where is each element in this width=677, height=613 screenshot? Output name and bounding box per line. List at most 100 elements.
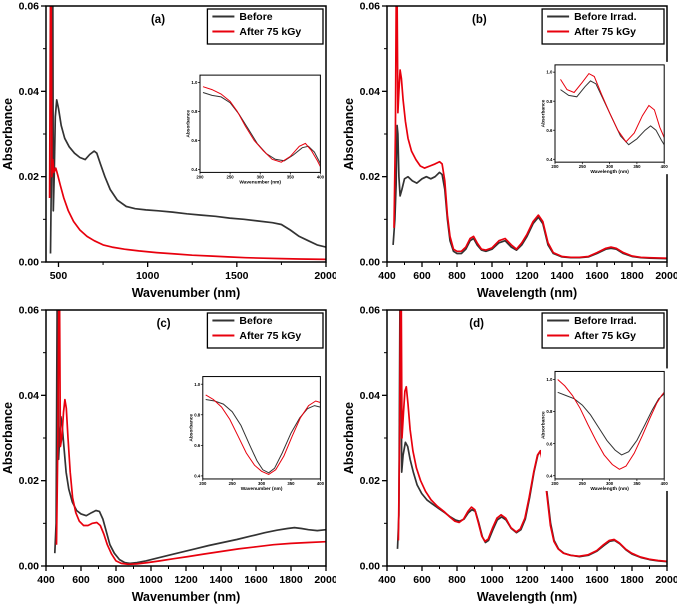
x-tick-label: 1200 [515,574,539,586]
y-tick-label: 0.06 [19,1,40,13]
inset-series-before-irrad [557,391,665,456]
legend-box [206,8,324,45]
legend-label-after-75-kgy: After 75 kGy [574,26,636,38]
y-tick-label: 0.00 [19,257,40,269]
y-tick-label: 0.02 [19,475,40,487]
x-tick-label: 1200 [174,574,198,586]
series-line-after-75-kgy [393,6,667,260]
inset-x-tick-label: 250 [227,174,235,179]
inset-x-tick-label: 300 [258,481,266,486]
inset-y-tick-label: 0.4 [546,157,553,162]
x-tick-label: 600 [72,574,90,586]
inset-y-tick-label: 0.6 [546,441,553,446]
series-line-after-75-kgy [48,6,326,261]
inset-a: 200 250 300 350 400 0.4 0.6 0.8 1.0 Wavenumber (n… [186,72,325,185]
x-tick-label: 2000 [655,270,677,282]
inset-y-axis-label: Absorbance [188,414,194,442]
legend: Before After 75 kGy [206,8,324,45]
inset-y-tick-label: 0.6 [191,138,198,143]
inset-x-tick-label: 350 [287,481,295,486]
inset-series-after-75-kgy [205,394,321,475]
inset-d: 200 250 300 350 400 0.4 0.6 0.8 1.0 Wavelength (n… [541,368,669,492]
inset-y-axis-label: Absorbance [541,99,547,127]
inset-x-tick-label: 250 [229,481,237,486]
inset-x-tick-label: 400 [661,164,669,169]
inset-series-after-75-kgy [202,86,321,167]
inset-y-tick-label: 1.0 [191,80,198,85]
x-tick-label: 1000 [136,270,160,282]
legend-label-before: Before [239,315,272,327]
inset-x-tick-label: 350 [633,481,641,486]
y-tick-label: 0.04 [360,86,381,98]
chart-d: 400 600 800 1000 1200 1400 1600 1800 2000 0.00 0.0… [342,305,677,605]
legend-label-before-irrad: Before Irrad. [574,11,637,23]
legend-label-after-75-kgy: After 75 kGy [239,26,301,38]
y-tick-label: 0.00 [360,561,381,573]
inset-y-tick-label: 1.0 [546,70,553,75]
legend-label-after-75-kgy: After 75 kGy [239,330,301,342]
x-axis-label: Wavelength (nm) [477,286,577,300]
series-line-after-75-kgy [55,310,326,566]
chart-c: 400 600 800 1000 1200 1400 1600 1800 2000 0.00 0.0… [1,305,338,605]
inset-y-tick-label: 1.0 [194,382,201,387]
x-axis-label: Wavelength (nm) [477,590,577,604]
legend: Before Irrad. After 75 kGy [541,312,665,349]
inset-x-tick-label: 200 [551,164,559,169]
y-axis-label: Absorbance [342,402,356,474]
legend-label-before: Before [239,11,272,23]
inset-y-tick-label: 0.8 [191,109,198,114]
y-tick-label: 0.00 [360,257,381,269]
y-axis-label: Absorbance [342,98,356,170]
inset-x-tick-label: 400 [317,481,325,486]
inset-y-axis-label: Absorbance [186,110,192,138]
y-tick-label: 0.06 [360,1,381,13]
chart-b: 400 600 800 1000 1200 1400 1600 1800 2000 0.00 0.0… [342,1,677,301]
x-tick-label: 800 [448,270,466,282]
series-line-after-75-kgy [397,310,667,563]
x-tick-label: 1400 [209,574,233,586]
legend: Before Irrad. After 75 kGy [541,8,665,45]
y-axis-label: Absorbance [1,98,15,170]
inset-y-tick-label: 0.6 [194,443,201,448]
y-tick-label: 0.00 [19,561,40,573]
inset-x-tick-label: 300 [257,174,265,179]
legend-label-before-irrad: Before Irrad. [574,315,637,327]
inset-y-tick-label: 0.4 [546,473,553,478]
x-tick-label: 2000 [314,270,336,282]
y-tick-label: 0.04 [19,86,40,98]
inset-x-tick-label: 300 [606,164,614,169]
x-tick-label: 800 [448,574,466,586]
inset-bg [541,368,669,491]
inset-c: 200 250 300 350 400 0.4 0.6 0.8 1.0 Wavenumber (n… [188,373,325,492]
panel-c: 400 600 800 1000 1200 1400 1600 1800 2000 0.00 0.0… [0,304,338,608]
chart-a: 500 1000 1500 2000 0.00 0.02 0.04 0.06 Wavenumbe… [1,1,338,301]
x-tick-label: 400 [37,574,55,586]
y-tick-label: 0.02 [360,475,381,487]
inset-x-axis-label: Wavenumber (nm) [241,486,283,492]
inset-y-tick-label: 0.8 [194,412,201,417]
x-tick-label: 1000 [480,574,504,586]
x-tick-label: 1500 [225,270,249,282]
x-tick-label: 2000 [655,574,677,586]
x-tick-label: 1800 [620,574,644,586]
y-tick-label: 0.02 [360,171,381,183]
inset-bg [186,72,325,185]
panel-label: (a) [151,14,165,26]
inset-y-tick-label: 0.4 [191,167,198,172]
inset-y-tick-label: 0.8 [546,409,553,414]
inset-x-axis-label: Wavelength (nm) [590,486,629,492]
y-tick-label: 0.06 [19,305,40,317]
x-tick-label: 1400 [550,574,574,586]
inset-x-tick-label: 400 [317,174,325,179]
inset-x-axis-label: Wavelength (nm) [590,169,629,175]
x-axis-label: Wavenumber (nm) [132,286,241,300]
y-axis-label: Absorbance [1,402,15,474]
inset-series-after-75-kgy [560,72,665,143]
inset-series-after-75-kgy [557,379,665,470]
x-tick-label: 600 [413,574,431,586]
inset-x-tick-label: 400 [661,481,669,486]
inset-x-tick-label: 350 [633,164,641,169]
panel-b: 400 600 800 1000 1200 1400 1600 1800 2000 0.00 0.0… [341,0,677,304]
inset-x-tick-label: 200 [551,481,559,486]
legend: Before After 75 kGy [206,312,324,349]
